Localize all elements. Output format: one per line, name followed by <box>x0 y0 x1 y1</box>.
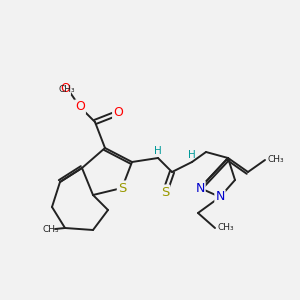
Text: CH₃: CH₃ <box>43 226 59 235</box>
Text: N: N <box>195 182 205 194</box>
Text: CH₃: CH₃ <box>268 155 285 164</box>
Text: N: N <box>215 190 225 203</box>
Text: CH₃: CH₃ <box>59 85 75 94</box>
Text: O: O <box>60 82 70 94</box>
Text: O: O <box>113 106 123 119</box>
Text: CH₃: CH₃ <box>217 224 234 232</box>
Text: H: H <box>188 150 196 160</box>
Text: S: S <box>161 185 169 199</box>
Text: O: O <box>75 100 85 113</box>
Text: H: H <box>154 146 162 156</box>
Text: S: S <box>118 182 126 194</box>
